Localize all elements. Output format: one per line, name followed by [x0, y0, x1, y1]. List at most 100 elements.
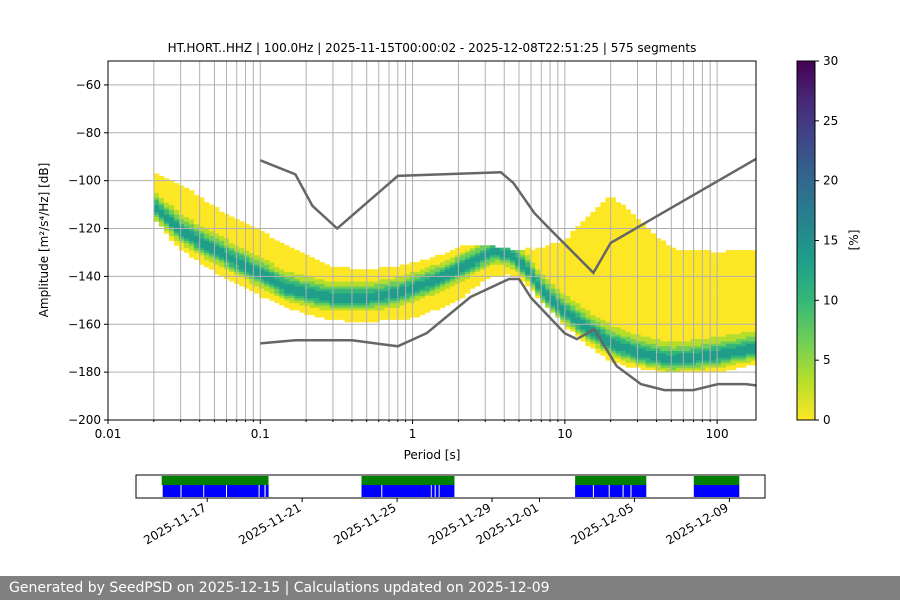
heatmap-cell	[715, 369, 722, 373]
heatmap-cell	[314, 297, 320, 301]
heatmap-cell	[595, 317, 601, 320]
heatmap-cell	[168, 221, 175, 225]
x-axis-label: Period [s]	[404, 448, 461, 462]
heatmap-cell	[319, 276, 325, 280]
heatmap-cell	[600, 305, 606, 308]
heatmap-cell	[615, 228, 621, 232]
heatmap-cell	[600, 336, 606, 340]
heatmap-cell	[424, 285, 431, 289]
heatmap-cell	[710, 295, 717, 299]
heatmap-cell	[615, 230, 621, 234]
data-available-span	[693, 476, 740, 485]
heatmap-cell	[525, 259, 531, 263]
heatmap-cell	[645, 336, 652, 340]
heatmap-cell	[750, 274, 756, 277]
heatmap-cell	[188, 216, 195, 220]
heatmap-cell	[730, 321, 737, 325]
chart-title: HT.HORT..HHZ | 100.0Hz | 2025-11-15T00:0…	[168, 41, 697, 55]
heatmap-cell	[605, 233, 611, 237]
heatmap-cell	[229, 259, 235, 263]
heatmap-cell	[620, 362, 626, 366]
heatmap-cell	[550, 245, 556, 249]
heatmap-cell	[495, 252, 501, 256]
heatmap-cell	[660, 364, 667, 368]
heatmap-cell	[590, 247, 596, 251]
heatmap-cell	[710, 341, 717, 344]
heatmap-cell	[469, 276, 476, 280]
heatmap-cell	[730, 331, 737, 335]
heatmap-cell	[620, 250, 626, 253]
heatmap-cell	[670, 329, 677, 332]
heatmap-cell	[359, 319, 365, 323]
heatmap-cell	[700, 271, 707, 275]
heatmap-cell	[540, 290, 546, 294]
heatmap-cell	[745, 269, 752, 273]
heatmap-cell	[600, 276, 606, 280]
heatmap-cell	[575, 242, 581, 246]
heatmap-cell	[745, 290, 752, 294]
heatmap-cell	[515, 274, 521, 277]
heatmap-cell	[454, 250, 461, 253]
heatmap-cell	[193, 235, 200, 239]
heatmap-cell	[389, 305, 396, 308]
heatmap-cell	[585, 307, 591, 311]
availability-bars	[161, 476, 740, 497]
heatmap-cell	[279, 295, 285, 299]
heatmap-cell	[675, 254, 682, 258]
heatmap-cell	[620, 348, 626, 351]
heatmap-cell	[153, 204, 160, 208]
heatmap-cell	[670, 348, 677, 351]
heatmap-cell	[695, 355, 702, 359]
heatmap-cell	[595, 348, 601, 351]
heatmap-cell	[735, 276, 742, 280]
heatmap-cell	[389, 302, 396, 306]
heatmap-cell	[645, 307, 652, 311]
heatmap-cell	[168, 209, 175, 213]
heatmap-cell	[705, 314, 712, 318]
heatmap-cell	[750, 300, 756, 304]
heatmap-cell	[565, 288, 571, 292]
heatmap-cell	[610, 321, 616, 325]
heatmap-cell	[474, 262, 481, 265]
heatmap-cell	[485, 245, 491, 249]
heatmap-cell	[485, 266, 491, 270]
heatmap-cell	[740, 271, 747, 275]
heatmap-cell	[740, 295, 747, 299]
heatmap-cell	[660, 288, 667, 292]
heatmap-cell	[610, 314, 616, 318]
heatmap-cell	[550, 278, 556, 282]
heatmap-cell	[665, 341, 672, 344]
heatmap-cell	[259, 276, 265, 280]
heatmap-cell	[645, 343, 652, 347]
heatmap-cell	[560, 269, 566, 273]
heatmap-cell	[279, 281, 285, 284]
heatmap-cell	[560, 276, 566, 280]
heatmap-cell	[620, 341, 626, 344]
heatmap-cell	[565, 264, 571, 268]
heatmap-cell	[193, 216, 200, 220]
heatmap-cell	[620, 343, 626, 347]
heatmap-cell	[630, 235, 636, 239]
heatmap-cell	[745, 338, 752, 342]
heatmap-cell	[259, 271, 265, 275]
heatmap-cell	[640, 329, 647, 332]
heatmap-cell	[695, 345, 702, 349]
heatmap-cell	[620, 238, 626, 241]
heatmap-cell	[620, 326, 626, 330]
heatmap-cell	[404, 312, 411, 316]
heatmap-cell	[399, 314, 406, 318]
heatmap-cell	[665, 295, 672, 299]
heatmap-cell	[745, 283, 752, 287]
heatmap-cell	[419, 276, 426, 280]
heatmap-cell	[705, 293, 712, 296]
heatmap-cell	[655, 314, 662, 318]
heatmap-cell	[640, 233, 647, 237]
heatmap-cell	[685, 271, 692, 275]
heatmap-cell	[299, 269, 305, 273]
heatmap-cell	[173, 206, 180, 210]
heatmap-cell	[700, 336, 707, 340]
heatmap-cell	[710, 317, 717, 320]
heatmap-cell	[660, 350, 667, 354]
heatmap-cell	[575, 266, 581, 270]
heatmap-cell	[745, 326, 752, 330]
